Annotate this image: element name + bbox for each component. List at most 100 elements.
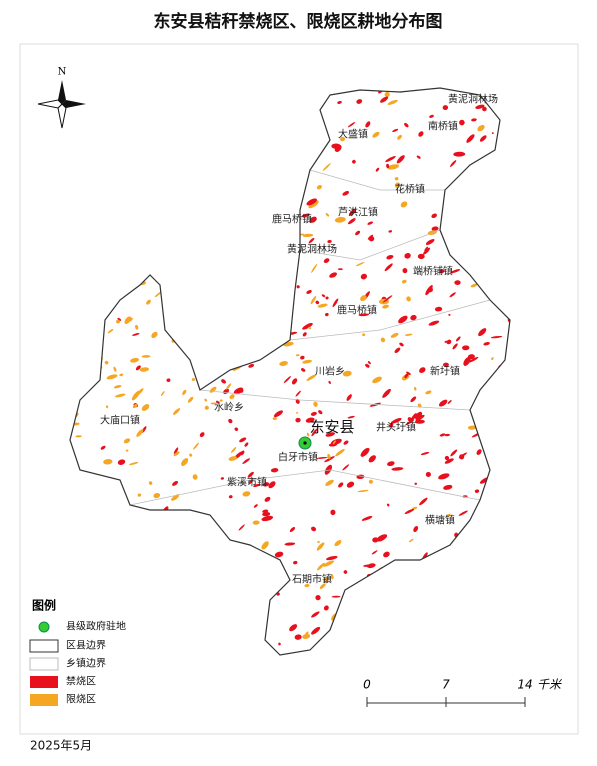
burn-patch	[132, 333, 140, 336]
burn-patch	[300, 355, 305, 360]
burn-patch	[105, 405, 109, 409]
burn-patch	[248, 363, 255, 368]
burn-patch	[410, 396, 417, 403]
burn-patch	[449, 160, 457, 167]
burn-patch	[394, 182, 401, 189]
burn-patch	[431, 226, 439, 231]
burn-patch	[239, 437, 247, 443]
burn-patch	[410, 314, 417, 321]
burn-patch	[229, 394, 235, 400]
burn-patch	[151, 331, 158, 339]
burn-patch	[372, 131, 380, 138]
burn-patch	[321, 294, 326, 298]
burn-patch	[337, 268, 343, 271]
burn-patch	[347, 121, 356, 128]
burn-patch	[368, 455, 376, 463]
legend: 图例 县级政府驻地 区县边界 乡镇边界 禁烧区 限烧区	[29, 598, 126, 706]
town-boundary	[129, 469, 481, 506]
burn-patch	[141, 404, 150, 411]
burn-patch	[329, 272, 337, 278]
burn-patch	[396, 155, 405, 164]
burn-patch	[474, 489, 480, 493]
burn-patch	[219, 399, 223, 402]
burn-patch	[382, 304, 389, 309]
burn-patch	[273, 410, 283, 418]
county-label: 东安县	[309, 418, 354, 436]
burn-patch	[414, 482, 418, 485]
burn-patch	[399, 342, 404, 347]
burn-patch	[404, 252, 411, 259]
burn-patch	[311, 626, 321, 635]
burn-patch	[482, 106, 487, 112]
burn-patch	[367, 234, 374, 240]
burn-patch	[360, 295, 367, 302]
burn-patch	[166, 378, 171, 382]
burn-patch	[476, 449, 482, 455]
burn-patch	[355, 230, 361, 236]
burn-patch	[428, 320, 440, 326]
burn-patch	[75, 435, 82, 438]
place-label: 鹿马桥镇	[272, 213, 312, 226]
burn-patch	[244, 442, 249, 447]
burn-patch	[322, 577, 329, 583]
burn-patch	[434, 306, 443, 312]
burn-patch	[360, 273, 367, 280]
burn-patch	[394, 347, 401, 354]
burn-patch	[295, 354, 300, 357]
burn-patch	[412, 506, 418, 510]
burn-patch	[391, 417, 402, 424]
burn-patch	[332, 298, 339, 308]
burn-patch	[308, 200, 319, 209]
burn-patch	[388, 230, 393, 233]
burn-patch	[371, 550, 378, 555]
burn-patch	[230, 446, 237, 453]
burn-patch	[348, 208, 357, 216]
burn-patch	[420, 451, 430, 456]
burn-patch	[173, 451, 180, 457]
burn-patch	[334, 540, 342, 547]
map-date: 2025年5月	[30, 739, 92, 753]
burn-patch	[261, 515, 274, 522]
burn-patch	[352, 159, 356, 164]
burn-patch	[398, 315, 408, 324]
burn-patch	[228, 418, 233, 424]
burn-patch	[342, 191, 350, 196]
burn-patch	[467, 425, 477, 430]
burn-patch	[191, 378, 196, 381]
burn-patch	[136, 429, 144, 437]
burn-patch	[346, 481, 355, 488]
burn-patch	[404, 122, 409, 128]
burn-patch	[406, 296, 411, 302]
town-boundary	[289, 299, 491, 341]
burn-patch	[317, 541, 320, 543]
place-label: 花桥镇	[395, 183, 425, 196]
burn-patch	[146, 299, 151, 305]
place-label: 芦洪江镇	[338, 206, 378, 219]
map-title: 东安县秸秆禁烧区、限烧区耕地分布图	[154, 11, 443, 32]
burn-patch	[439, 433, 446, 437]
burn-patch	[104, 360, 109, 365]
county-boundary	[69, 87, 511, 656]
burn-patch	[466, 134, 475, 143]
burn-patch	[315, 300, 320, 305]
burn-patch	[114, 393, 126, 398]
place-label: 鹿马桥镇	[337, 304, 377, 317]
burn-patch	[455, 336, 461, 342]
burn-patch	[328, 380, 331, 384]
burn-patch	[343, 570, 348, 574]
burn-patch	[326, 555, 338, 561]
burn-patch	[330, 573, 334, 580]
burn-patch	[384, 263, 393, 272]
burn-patch	[463, 356, 471, 366]
burn-patch	[362, 333, 366, 337]
burn-patch	[360, 447, 370, 457]
burn-patch	[470, 283, 478, 288]
place-label: 井头圩镇	[376, 421, 416, 434]
scale-label: 14	[517, 678, 532, 692]
burn-patch	[380, 337, 386, 343]
burn-patch	[135, 324, 139, 330]
place-label: 大庙口镇	[100, 414, 140, 427]
scale-label: 0	[363, 678, 371, 692]
